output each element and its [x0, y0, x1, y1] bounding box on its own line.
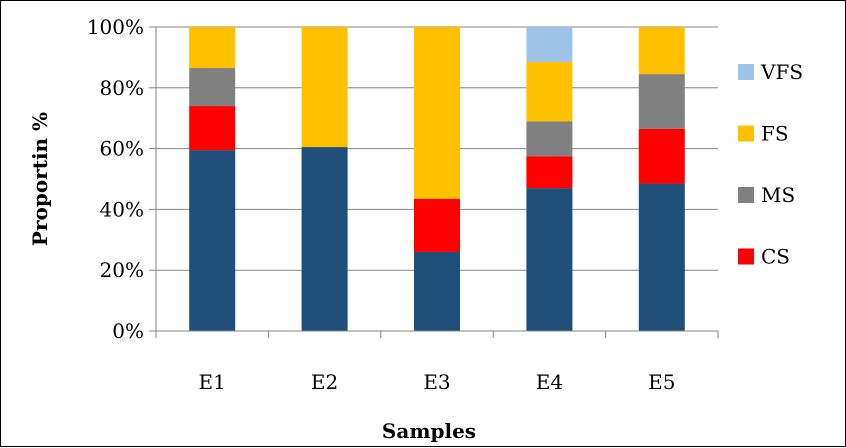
axes-layer [155, 27, 719, 338]
legend-swatch-vfs [738, 64, 754, 80]
bar-segment-vfs-e4 [526, 27, 573, 62]
bar-segment-ms-e1 [189, 68, 236, 107]
legend-label-ms: MS [761, 183, 795, 207]
bar-segment-cs-e1 [189, 106, 236, 151]
x-tick-label: E4 [536, 370, 563, 394]
x-tick-label: E5 [648, 370, 675, 394]
y-axis-title: Proportin % [28, 112, 52, 246]
bar-segment-fs-e1 [189, 27, 236, 69]
bar-segment-cs-e4 [526, 156, 573, 189]
bar-segment-cs-e3 [414, 198, 460, 252]
legend-swatch-ms [738, 187, 754, 203]
y-tick-label: 100% [87, 15, 144, 39]
bar-segment-series1-e3 [414, 251, 460, 331]
bars-layer [189, 27, 685, 331]
y-tick-label: 40% [100, 197, 144, 221]
legend: VFS FS MS CS [738, 60, 803, 269]
legend-swatch-cs [738, 248, 754, 265]
bar-segment-series1-e1 [189, 150, 236, 331]
x-tick-label: E1 [199, 370, 226, 394]
bar-segment-ms-e5 [638, 74, 685, 129]
bar-segment-fs-e3 [414, 27, 460, 199]
bar-segment-ms-e4 [526, 121, 573, 157]
x-tick-label: E2 [311, 370, 338, 394]
y-tick-label: 80% [100, 76, 144, 100]
bar-segment-fs-e2 [301, 27, 348, 148]
y-tick-labels: 0% 20% 40% 60% 80% 100% [87, 15, 144, 343]
bar-segment-series1-e2 [301, 147, 348, 331]
bar-segment-series1-e5 [638, 183, 685, 331]
bar-segment-cs-e5 [638, 128, 685, 184]
bar-segment-fs-e5 [638, 27, 685, 75]
x-tick-labels: E1 E2 E3 E4 E5 [199, 370, 676, 394]
y-tick-label: 60% [100, 137, 144, 161]
y-tick-label: 0% [112, 319, 144, 343]
x-tick-label: E3 [423, 370, 450, 394]
legend-swatch-fs [738, 125, 754, 142]
bar-segment-series1-e4 [526, 188, 573, 331]
bar-segment-fs-e4 [526, 61, 573, 122]
y-tick-label: 20% [100, 258, 144, 282]
legend-label-vfs: VFS [760, 60, 803, 84]
legend-label-cs: CS [761, 245, 790, 269]
x-axis-title: Samples [382, 419, 476, 443]
legend-label-fs: FS [761, 122, 789, 146]
